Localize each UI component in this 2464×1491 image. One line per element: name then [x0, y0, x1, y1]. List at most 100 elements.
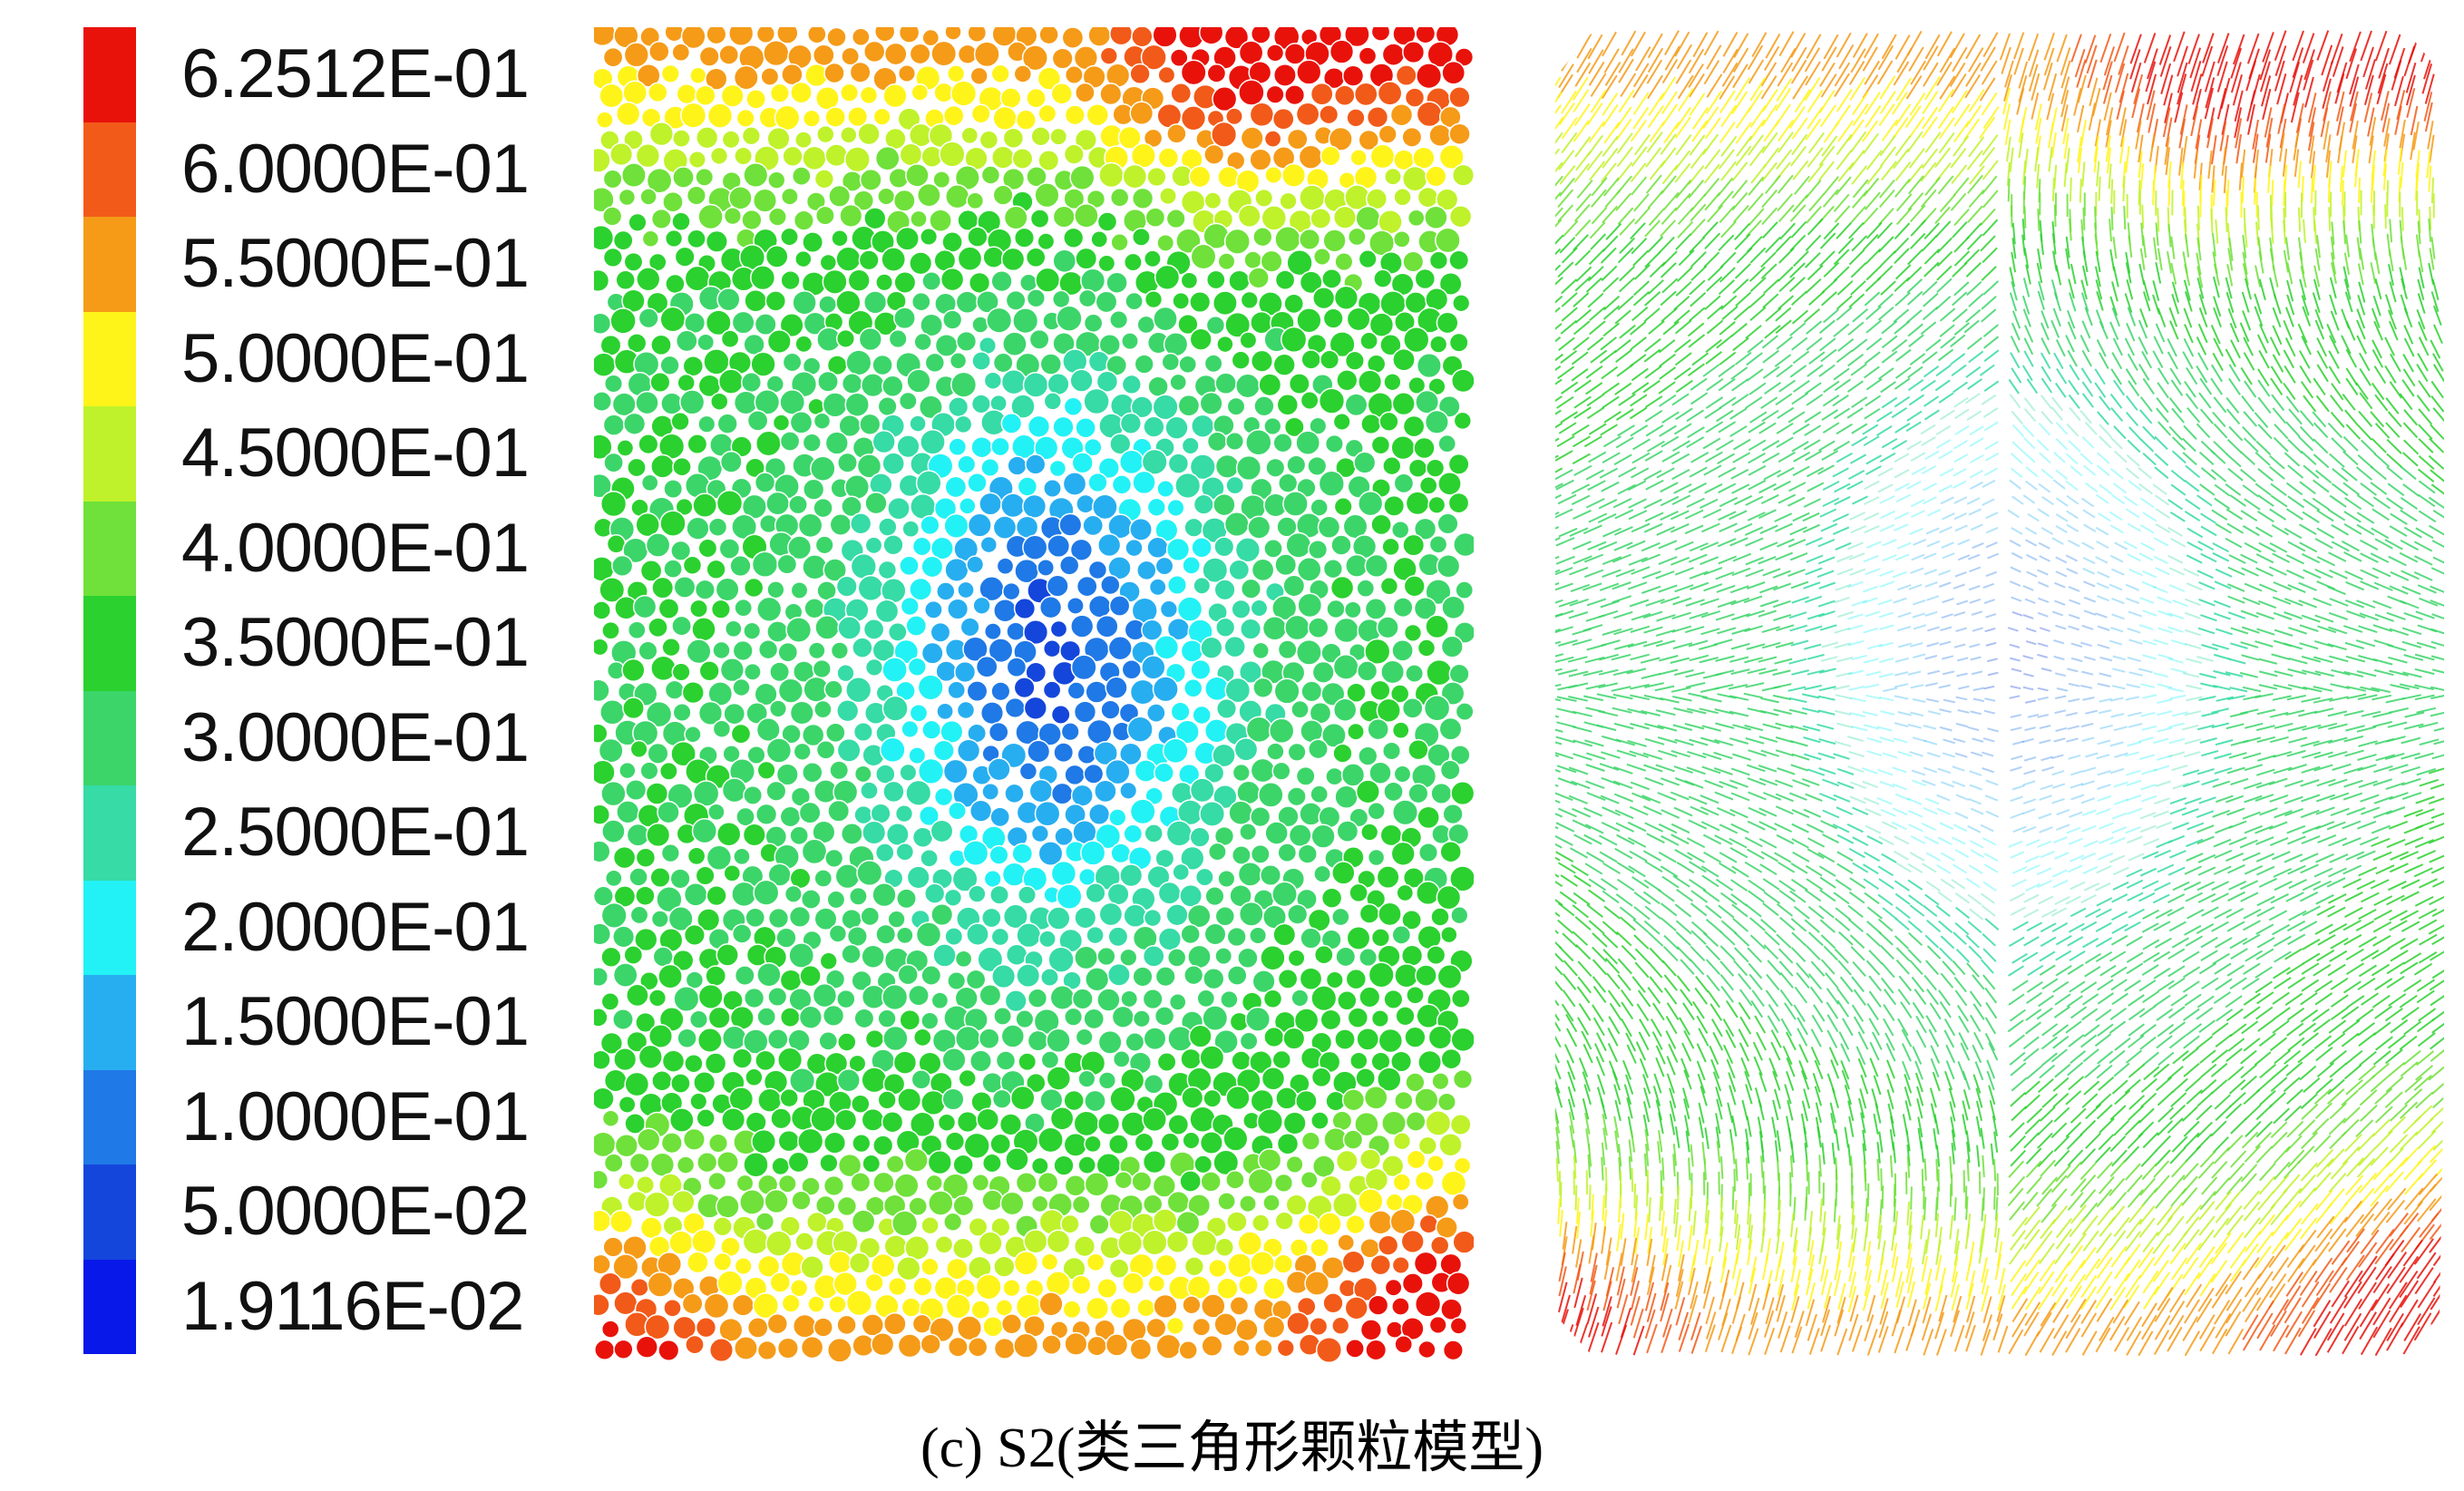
particle [909, 577, 933, 601]
particle [594, 1339, 616, 1360]
displacement-vector [2256, 628, 2275, 636]
displacement-vector [2065, 248, 2070, 269]
legend-label: 1.5000E-01 [181, 983, 530, 1061]
particle [1336, 369, 1359, 392]
particle [1168, 993, 1187, 1011]
displacement-vector [2432, 556, 2444, 568]
particle [1392, 1173, 1412, 1192]
particle [775, 763, 799, 786]
displacement-vector [1572, 453, 1591, 465]
displacement-vector [1675, 379, 1693, 394]
displacement-vector [2011, 310, 2021, 329]
displacement-vector [2046, 93, 2055, 121]
displacement-vector [1955, 627, 1967, 633]
displacement-vector [2081, 265, 2089, 287]
particle [970, 394, 991, 414]
displacement-vector [2214, 497, 2231, 510]
particle [1071, 988, 1094, 1010]
displacement-vector [2330, 411, 2345, 428]
particle [1192, 1317, 1212, 1337]
displacement-vector [1792, 465, 1810, 477]
particle [1181, 436, 1200, 455]
particle [1428, 534, 1448, 554]
particle [1403, 623, 1423, 643]
displacement-vector [2272, 354, 2284, 373]
displacement-vector [1561, 247, 1578, 264]
particle [1039, 353, 1063, 375]
particle [871, 1252, 896, 1279]
displacement-vector [1573, 406, 1592, 419]
particle [1015, 1171, 1037, 1194]
displacement-vector [1962, 118, 1981, 141]
displacement-vector [2232, 74, 2243, 106]
particle [1191, 1229, 1218, 1257]
particle [819, 1153, 839, 1174]
particle [1438, 716, 1463, 741]
displacement-vector [1984, 452, 2000, 462]
particle [1096, 1112, 1121, 1136]
displacement-vector [1618, 277, 1635, 293]
particle [1223, 27, 1250, 50]
particle [932, 943, 957, 968]
particle [837, 1153, 862, 1178]
displacement-vector [2172, 599, 2188, 608]
particle [954, 1025, 981, 1052]
particle [1359, 1319, 1383, 1341]
displacement-vector [1561, 117, 1578, 140]
particle [1043, 479, 1062, 498]
displacement-vector [1718, 511, 1737, 521]
particle [1452, 1068, 1474, 1090]
particle [1272, 922, 1297, 947]
displacement-vector [2013, 47, 2024, 75]
particle [967, 512, 992, 538]
particle [1005, 943, 1028, 966]
legend-swatch [83, 975, 136, 1070]
particle [780, 227, 799, 247]
particle [990, 681, 1011, 702]
particle [1407, 738, 1429, 761]
displacement-vector [1671, 611, 1691, 620]
displacement-vector [1688, 180, 1705, 199]
displacement-vector [1967, 378, 1982, 390]
displacement-vector [1663, 122, 1680, 144]
particle [697, 414, 716, 434]
displacement-vector [1736, 247, 1753, 264]
particle [1295, 102, 1320, 127]
displacement-vector [1561, 307, 1578, 322]
particle [1095, 614, 1119, 638]
particle [751, 551, 779, 578]
particle [765, 245, 789, 268]
displacement-vector [2053, 292, 2062, 312]
displacement-vector [2190, 105, 2199, 137]
particle [1277, 639, 1298, 660]
displacement-vector [2125, 368, 2138, 385]
particle [936, 581, 956, 601]
particle [623, 129, 644, 151]
particle [966, 191, 985, 210]
legend-label: 5.0000E-02 [181, 1173, 530, 1251]
displacement-vector [1602, 295, 1621, 311]
displacement-vector [1836, 280, 1854, 296]
particle [841, 46, 861, 66]
displacement-vector [1951, 90, 1968, 113]
displacement-vector [1985, 526, 1999, 534]
particle [599, 699, 626, 726]
particle [1417, 842, 1439, 863]
displacement-vector [1881, 437, 1898, 449]
displacement-vector [1881, 119, 1898, 141]
particle [1156, 480, 1175, 498]
displacement-vector [1894, 161, 1912, 181]
displacement-vector [1818, 319, 1836, 335]
displacement-vector [1615, 408, 1634, 421]
particle [1275, 1087, 1299, 1110]
displacement-vector [1759, 524, 1778, 535]
particle [1452, 294, 1471, 313]
displacement-vector [1847, 613, 1864, 620]
particle [734, 965, 755, 987]
particle [1332, 653, 1359, 680]
particle [594, 723, 609, 744]
particle [1268, 717, 1295, 745]
displacement-vector [2314, 568, 2333, 579]
displacement-vector [1910, 510, 1925, 519]
particle [794, 335, 813, 354]
